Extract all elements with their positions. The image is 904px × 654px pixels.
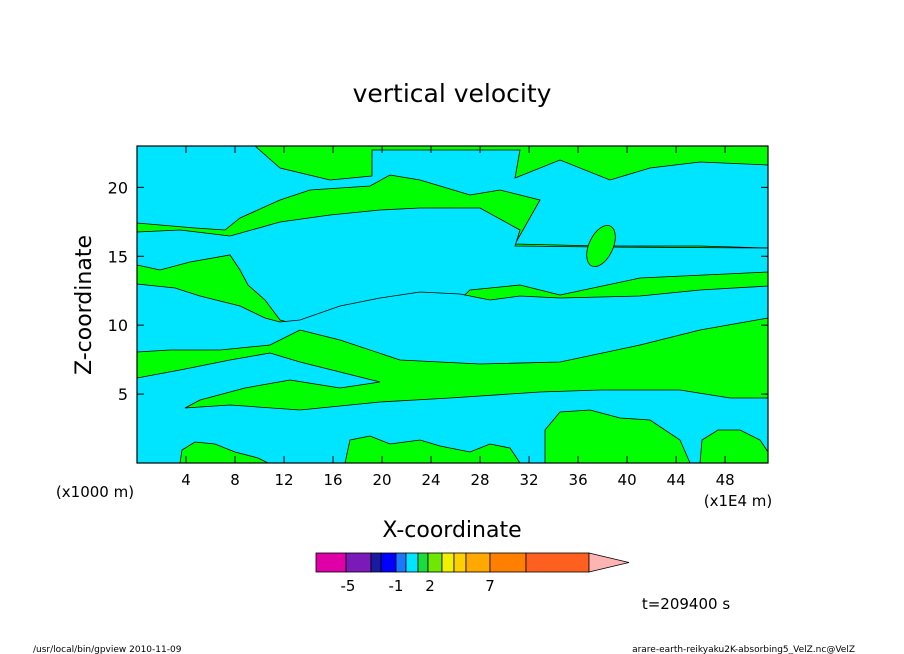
y-tick-label: 10: [108, 316, 128, 335]
colorbar-segment: [427, 552, 443, 573]
time-label: t=209400 s: [642, 595, 730, 613]
y-tick-label: 20: [108, 178, 128, 197]
colorbar-segment: [489, 552, 527, 573]
positive-blob-bottom-left: [179, 441, 269, 463]
colorbar-segment: [395, 552, 407, 573]
colorbar-segment: [405, 552, 419, 573]
x-tick-label: 44: [667, 471, 686, 489]
x-tick-label: 24: [422, 471, 441, 489]
positive-blob-bottom-mid: [344, 435, 521, 463]
positive-blob-bottom-right: [544, 409, 691, 463]
x-tick-label: 32: [520, 471, 539, 489]
colorbar-segment: [453, 552, 467, 573]
colorbar-segment: [315, 552, 347, 573]
plot-area: [137, 146, 768, 463]
colorbar-tick-label: -5: [341, 577, 356, 595]
plot-frame: [136, 145, 769, 464]
x-tick-label: 40: [618, 471, 637, 489]
colorbar-max-arrow: [588, 552, 630, 573]
colorbar-segment: [417, 552, 429, 573]
colorbar-tick-labels: -5 -1 2 7: [341, 577, 495, 595]
x-tick-label: 8: [230, 471, 240, 489]
negative-region-upper-left: [137, 146, 768, 249]
colorbar-tick-label: 2: [425, 577, 435, 595]
footer-left: /usr/local/bin/gpview 2010-11-09: [33, 645, 182, 654]
y-tick-label: 15: [108, 247, 128, 266]
y-axis-label: Z-coordinate: [72, 235, 97, 375]
colorbar: [315, 552, 630, 573]
x-tick-label: 12: [274, 471, 293, 489]
colorbar-segment: [370, 552, 382, 573]
colorbar-segment: [345, 552, 372, 573]
colorbar-segment: [380, 552, 397, 573]
x-tick-label: 20: [373, 471, 392, 489]
chart-title: vertical velocity: [353, 79, 552, 108]
colorbar-segment: [525, 552, 590, 573]
x-axis-label: X-coordinate: [382, 518, 521, 543]
x-unit-right: (x1E4 m): [704, 492, 773, 510]
x-tick-label: 48: [716, 471, 735, 489]
colorbar-tick-label: -1: [389, 577, 404, 595]
y-axis: 5 10 15 20: [108, 178, 768, 404]
x-tick-label: 16: [323, 471, 342, 489]
x-tick-label: 36: [569, 471, 588, 489]
colorbar-tick-label: 7: [485, 577, 495, 595]
footer-right: arare-earth-reikyaku2K-absorbing5_VelZ.n…: [632, 645, 855, 654]
x-unit-left: (x1000 m): [56, 483, 134, 501]
colorbar-segment: [465, 552, 491, 573]
x-tick-label: 28: [471, 471, 490, 489]
colorbar-segment: [441, 552, 455, 573]
negative-band-lower: [137, 283, 768, 365]
y-tick-label: 5: [118, 385, 128, 404]
x-tick-label: 4: [181, 471, 191, 489]
negative-band-middle: [137, 207, 768, 326]
positive-blob-bottom-far-right: [699, 429, 768, 463]
positive-ellipse-right: [586, 225, 616, 267]
x-axis: 4 8 12 16 20 24 28 32 36 40 44 48: [181, 146, 735, 489]
